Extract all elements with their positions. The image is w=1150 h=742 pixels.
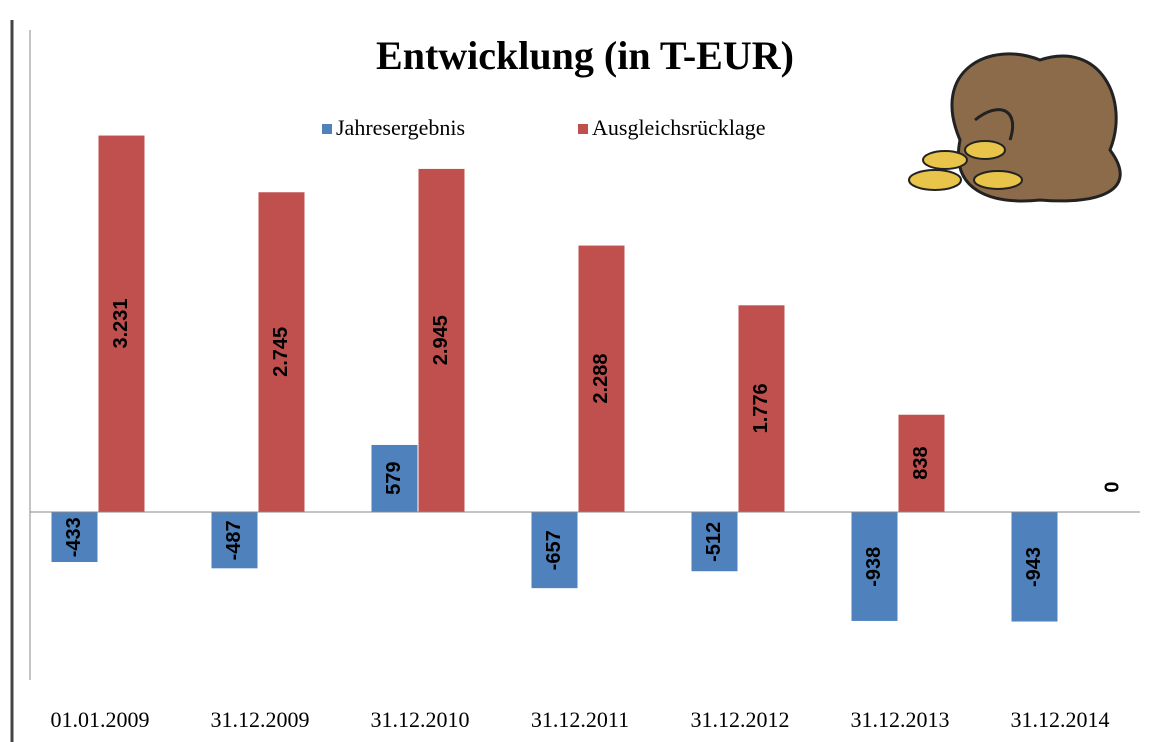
legend-swatch xyxy=(578,124,588,134)
value-label: -938 xyxy=(863,547,885,587)
x-tick-label: 31.12.2012 xyxy=(691,707,790,732)
x-tick-label: 31.12.2014 xyxy=(1011,707,1110,732)
x-tick-label: 31.12.2009 xyxy=(211,707,310,732)
value-label: 2.745 xyxy=(270,327,292,377)
bar xyxy=(97,134,146,513)
x-tick-label: 01.01.2009 xyxy=(51,707,150,732)
money-bag-icon xyxy=(908,52,1122,203)
x-tick-label: 31.12.2013 xyxy=(851,707,950,732)
bar xyxy=(737,304,786,513)
value-label: 2.288 xyxy=(590,354,612,404)
value-label: -657 xyxy=(543,530,565,570)
bar xyxy=(417,167,466,513)
bar xyxy=(210,511,259,570)
bar xyxy=(690,511,739,573)
value-label: 0 xyxy=(1101,481,1123,492)
bar xyxy=(850,511,899,622)
legend-label: Jahresergebnis xyxy=(336,115,465,140)
value-label: 838 xyxy=(910,446,932,479)
bar xyxy=(577,244,626,513)
x-tick-label: 31.12.2011 xyxy=(531,707,629,732)
value-label: 3.231 xyxy=(110,298,132,348)
value-label: -943 xyxy=(1023,547,1045,587)
legend-label: Ausgleichsrücklage xyxy=(592,115,766,140)
value-label: 2.945 xyxy=(430,315,452,365)
x-tick-label: 31.12.2010 xyxy=(371,707,470,732)
bar xyxy=(370,443,419,513)
legend-swatch xyxy=(322,124,332,134)
value-label: 1.776 xyxy=(750,383,772,433)
bar xyxy=(1010,511,1059,623)
chart-title: Entwicklung (in T-EUR) xyxy=(376,33,794,78)
value-label: -433 xyxy=(63,517,85,557)
value-label: -512 xyxy=(703,522,725,562)
value-label: -487 xyxy=(223,520,245,560)
value-label: 579 xyxy=(383,462,405,495)
